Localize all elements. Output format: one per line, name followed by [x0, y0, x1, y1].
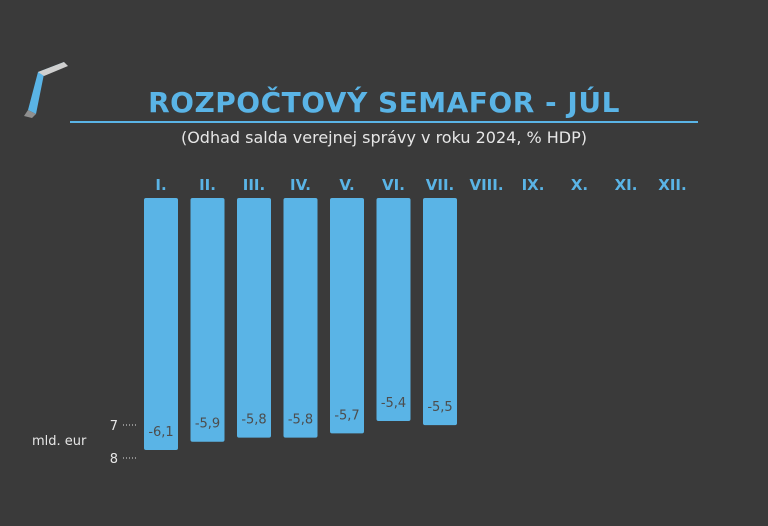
bar: [237, 198, 271, 438]
data-label: -5,8: [288, 413, 313, 428]
category-label: IV.: [290, 176, 311, 194]
stylized-angle-logo-icon: [24, 62, 68, 118]
category-label: II.: [199, 176, 216, 194]
axis-label: mld. eur: [32, 434, 87, 449]
category-label: I.: [155, 176, 166, 194]
axis-tick-label: 7: [110, 419, 118, 434]
category-label: III.: [243, 176, 265, 194]
page-title: ROZPOČTOVÝ SEMAFOR - JÚL: [148, 86, 620, 119]
bar: [144, 198, 178, 450]
data-label: -5,8: [241, 413, 266, 428]
bar: [190, 198, 225, 442]
category-label: XI.: [615, 176, 638, 194]
bar: [283, 198, 318, 438]
data-label: -5,7: [334, 408, 359, 423]
axis-tick-label: 8: [110, 452, 118, 467]
category-label: IX.: [522, 176, 545, 194]
bar: [330, 198, 364, 434]
bar: [376, 198, 411, 421]
data-label: -5,5: [427, 400, 452, 415]
data-label: -6,1: [148, 425, 173, 440]
category-label: VI.: [382, 176, 405, 194]
category-label: VIII.: [469, 176, 503, 194]
chart-subtitle: (Odhad salda verejnej správy v roku 2024…: [180, 128, 588, 147]
category-label: V.: [339, 176, 354, 194]
title-underline: [70, 121, 698, 123]
category-label: X.: [571, 176, 588, 194]
category-label: XII.: [658, 176, 686, 194]
category-label: VII.: [426, 176, 454, 194]
data-label: -5,9: [195, 417, 220, 432]
data-label: -5,4: [381, 396, 406, 411]
bar: [423, 198, 457, 426]
